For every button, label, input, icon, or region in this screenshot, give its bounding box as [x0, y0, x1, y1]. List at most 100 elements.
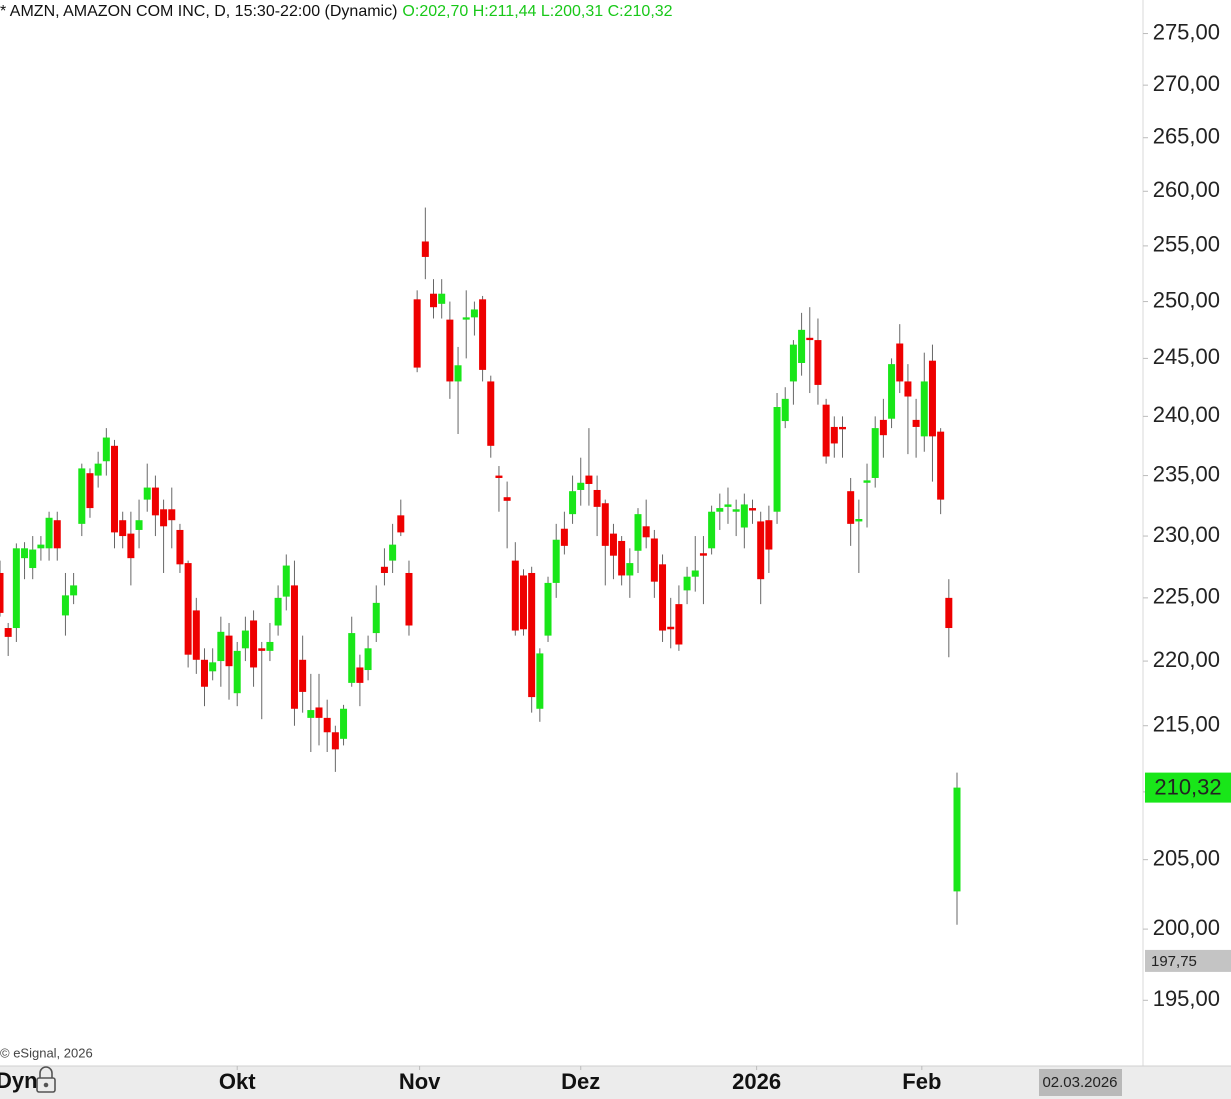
x-tick-label: Nov [399, 1069, 441, 1094]
candle-body [789, 344, 797, 382]
candle-body [176, 529, 184, 565]
candle-body [814, 340, 822, 385]
candle-body [732, 509, 740, 512]
candle-body [12, 548, 20, 629]
candle-body [102, 437, 110, 462]
lock-icon [36, 1066, 56, 1093]
candle-body [708, 511, 716, 549]
y-tick-label: 230,00 [1153, 522, 1220, 547]
crosshair-price-label: 197,75 [1151, 953, 1197, 970]
candle-body [740, 504, 748, 528]
candle-body [699, 553, 707, 556]
y-tick-label: 195,00 [1153, 986, 1220, 1011]
y-tick-label: 225,00 [1153, 584, 1220, 609]
y-tick-label: 245,00 [1153, 344, 1220, 369]
candle-body [642, 526, 650, 538]
candle-body [634, 514, 642, 551]
candle-body [536, 653, 544, 709]
candle-body [609, 533, 617, 556]
candle-body [200, 659, 208, 687]
candle-body [896, 343, 904, 382]
candle-body [912, 419, 920, 427]
candle-body [593, 489, 601, 507]
candle-body [888, 364, 896, 419]
candle-body [479, 299, 487, 370]
candle-body [323, 717, 331, 733]
candle-body [626, 563, 634, 576]
candle-body [421, 241, 429, 257]
candle-body [143, 487, 151, 500]
candle-body [0, 572, 4, 613]
candle-body [781, 398, 789, 422]
candle-body [650, 538, 658, 582]
candle-body [315, 707, 323, 718]
candle-body [372, 602, 380, 634]
candle-body [822, 404, 830, 457]
candle-body [127, 533, 135, 559]
candle-body [340, 708, 348, 739]
candle-body [282, 565, 290, 597]
candle-body [511, 560, 519, 631]
x-tick-label: Okt [219, 1069, 256, 1094]
candle-body [945, 597, 953, 629]
candle-body [577, 482, 585, 490]
candle-body [749, 508, 757, 511]
candle-body [904, 381, 912, 397]
y-tick-label: 235,00 [1153, 461, 1220, 486]
candle-body [380, 566, 388, 573]
crosshair-date-box [1039, 1069, 1122, 1096]
candle-body [307, 710, 315, 718]
price-axis-panel [1143, 0, 1231, 1066]
candle-body [389, 544, 397, 561]
candle-body [560, 528, 568, 546]
watermark: © eSignal, 2026 [0, 1045, 93, 1060]
candle-body [274, 597, 282, 626]
candle-body [659, 564, 667, 631]
y-tick-label: 270,00 [1153, 71, 1220, 96]
candle-body [331, 732, 339, 750]
chart-title: * AMZN, AMAZON COM INC, D, 15:30-22:00 (… [0, 3, 397, 20]
candle-body [855, 518, 863, 522]
candle-body [78, 468, 86, 524]
candle-body [61, 595, 69, 616]
candle-body [168, 509, 176, 521]
candle-body [847, 491, 855, 524]
candle-body [487, 381, 495, 446]
candle-body [258, 648, 266, 651]
candle-body [135, 520, 143, 530]
candle-body [413, 299, 421, 368]
candle-body [928, 360, 936, 437]
candle-body [953, 787, 961, 892]
y-tick-label: 240,00 [1153, 402, 1220, 427]
candle-body [364, 648, 372, 671]
candle-body [299, 659, 307, 692]
candle-body [192, 610, 200, 660]
candle-body [528, 572, 536, 698]
candle-body [830, 426, 838, 444]
y-tick-label: 215,00 [1153, 712, 1220, 737]
candle-body [151, 487, 159, 516]
candle-body [348, 633, 356, 683]
y-tick-label: 260,00 [1153, 177, 1220, 202]
candle-body [290, 585, 298, 709]
candle-body [29, 549, 37, 569]
time-axis-panel [0, 1066, 1231, 1099]
candle-body [585, 475, 593, 484]
last-price-box [1145, 772, 1231, 803]
candle-body [4, 628, 12, 637]
candle-body [454, 365, 462, 382]
candle-body [209, 662, 217, 672]
candle-body [503, 497, 511, 501]
chart-header: * AMZN, AMAZON COM INC, D, 15:30-22:00 (… [0, 3, 673, 20]
candle-body [462, 317, 470, 320]
y-tick-label: 275,00 [1153, 19, 1220, 44]
ohlc-label: O:202,70 H:211,44 L:200,31 C:210,32 [402, 3, 672, 20]
candle-body [21, 548, 29, 559]
y-tick-label: 205,00 [1153, 845, 1220, 870]
candle-body [70, 585, 78, 596]
candle-body [691, 570, 699, 577]
candle-body [111, 445, 119, 533]
candle-body [438, 293, 446, 304]
y-tick-label: 255,00 [1153, 232, 1220, 257]
candle-body [920, 381, 928, 437]
